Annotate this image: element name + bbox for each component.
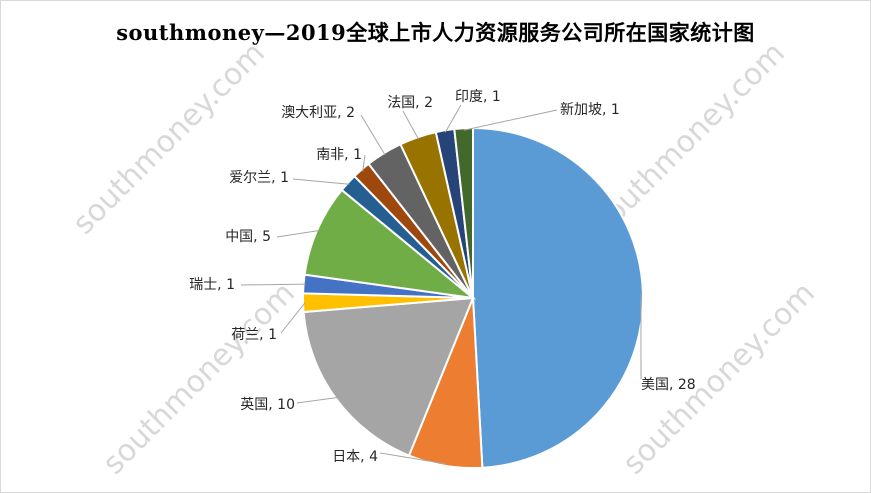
slice-label: 英国, 10 xyxy=(240,396,295,413)
leader-line xyxy=(444,104,462,133)
leader-line xyxy=(402,110,419,140)
slice-label: 澳大利亚, 2 xyxy=(281,105,355,121)
slice-label: 爱尔兰, 1 xyxy=(229,170,289,186)
leader-line xyxy=(360,114,386,156)
leader-line xyxy=(276,230,320,238)
pie-slice xyxy=(472,126,645,469)
slice-label: 法国, 2 xyxy=(387,95,433,111)
slice-label: 日本, 4 xyxy=(332,449,378,465)
slice-label: 南非, 1 xyxy=(316,147,362,163)
slice-label: 荷兰, 1 xyxy=(231,327,277,343)
leader-line xyxy=(292,178,350,185)
leader-line xyxy=(463,109,558,131)
slice-label: 美国, 28 xyxy=(641,377,696,393)
slice-label: 瑞士, 1 xyxy=(189,277,235,293)
leader-line xyxy=(240,283,306,286)
slice-label: 中国, 5 xyxy=(225,229,271,245)
leader-line xyxy=(280,302,306,334)
pie-slice xyxy=(302,296,475,457)
pie-slice xyxy=(303,188,477,300)
leader-line xyxy=(379,452,446,465)
leader-line xyxy=(296,397,338,404)
leader-line xyxy=(362,154,366,172)
chart-title: southmoney—2019全球上市人力资源服务公司所在国家统计图 xyxy=(116,20,755,45)
slice-label: 印度, 1 xyxy=(455,89,501,105)
slice-label: 新加坡, 1 xyxy=(560,102,620,118)
